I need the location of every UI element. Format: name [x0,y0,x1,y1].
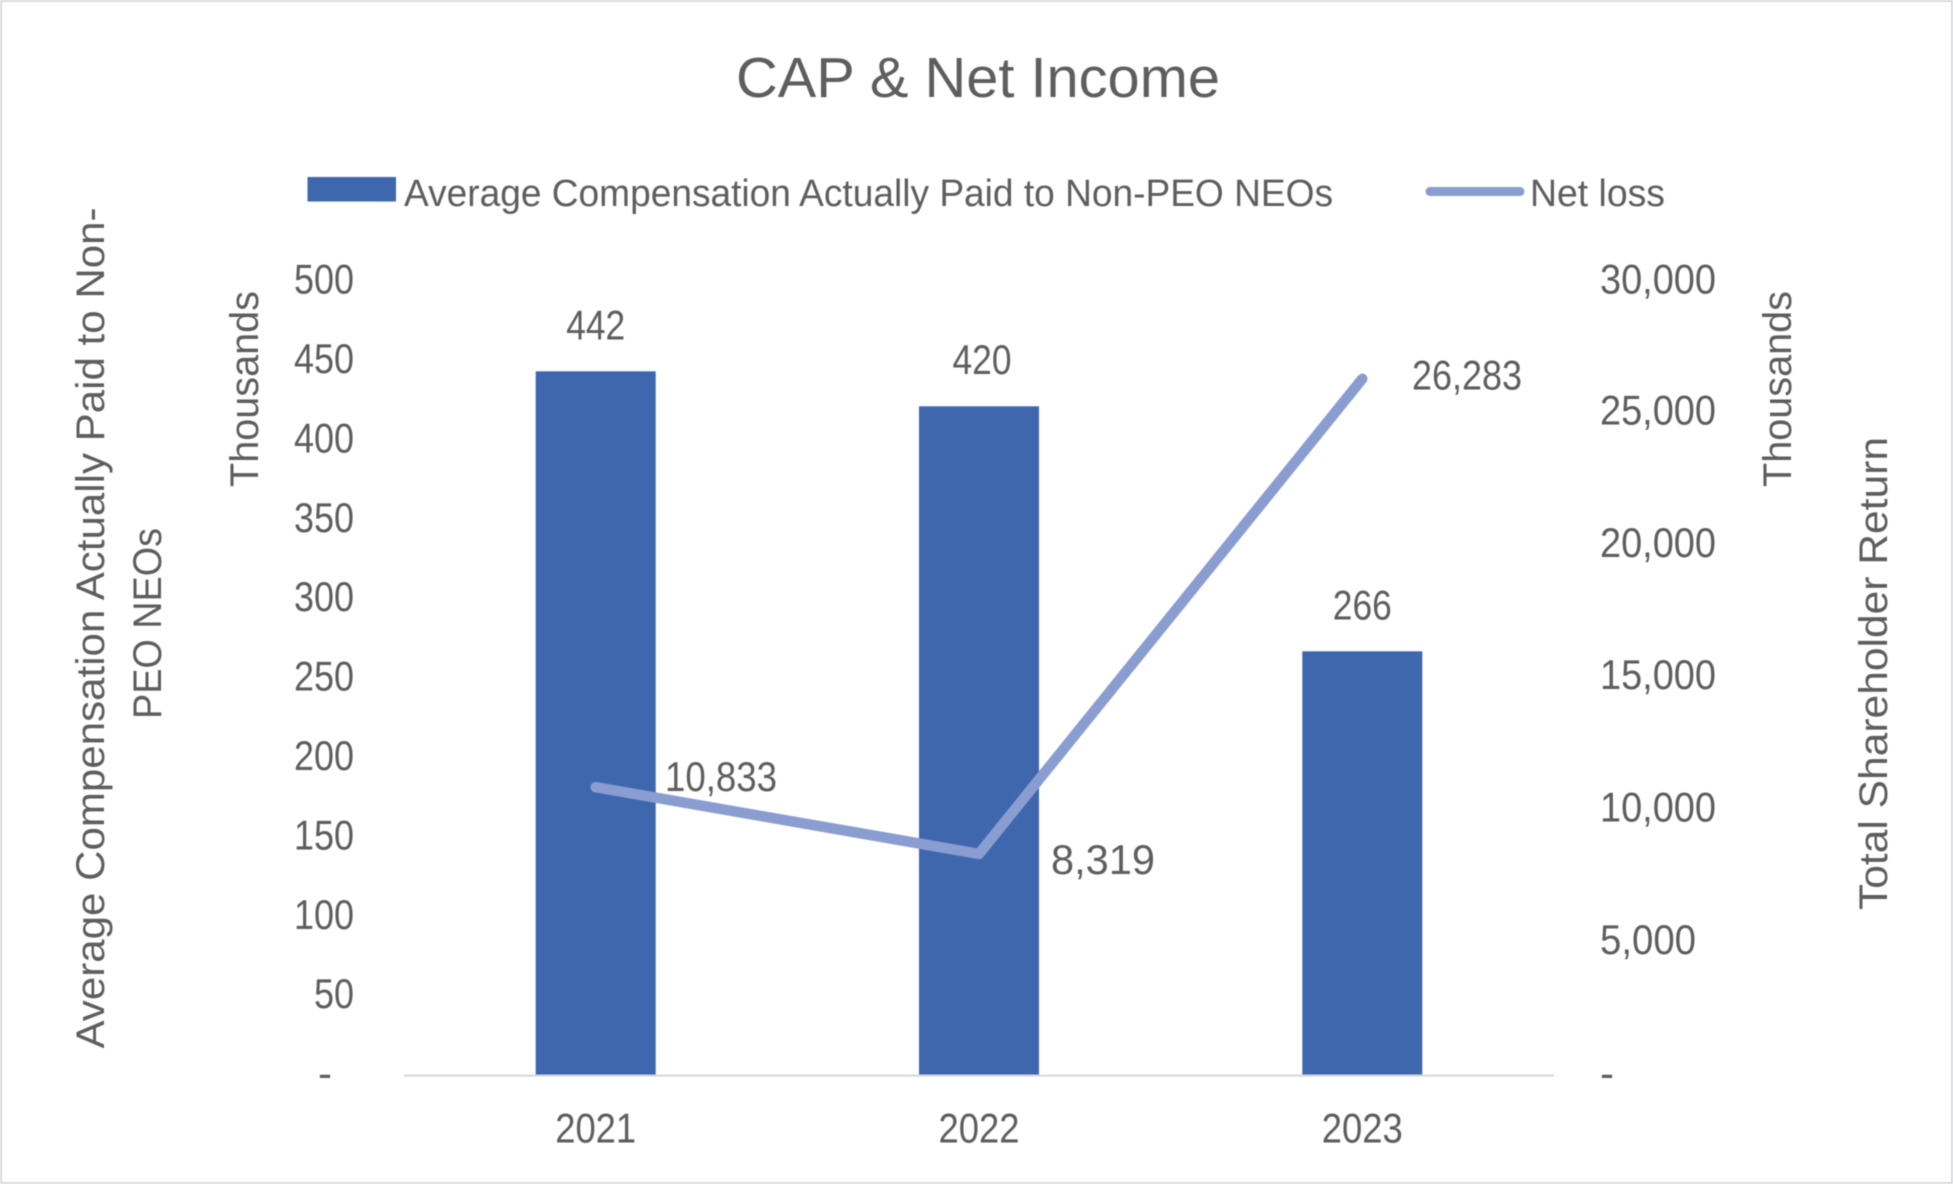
svg-text:Average Compensation Actually: Average Compensation Actually Paid to No… [69,208,113,1049]
svg-text:266: 266 [1333,581,1392,628]
svg-text:400: 400 [294,414,354,461]
svg-text:PEO NEOs: PEO NEOs [126,528,170,719]
svg-text:2021: 2021 [555,1105,636,1152]
svg-text:-: - [1600,1050,1614,1097]
svg-text:450: 450 [294,335,354,382]
svg-text:420: 420 [953,336,1012,383]
svg-text:CAP & Net Income: CAP & Net Income [736,46,1220,110]
svg-text:20,000: 20,000 [1600,519,1716,566]
svg-text:250: 250 [294,653,354,700]
svg-text:200: 200 [294,732,354,779]
svg-text:50: 50 [314,970,354,1017]
svg-text:500: 500 [294,256,354,303]
svg-text:Thousands: Thousands [223,291,267,487]
svg-text:5,000: 5,000 [1600,916,1696,963]
svg-text:100: 100 [294,891,354,938]
svg-text:Average Compensation Actually: Average Compensation Actually Paid to No… [404,173,1333,215]
svg-text:350: 350 [294,494,354,541]
svg-text:30,000: 30,000 [1600,256,1716,303]
svg-text:Thousands: Thousands [1756,291,1800,487]
svg-text:15,000: 15,000 [1600,651,1716,698]
svg-text:442: 442 [566,302,625,349]
svg-text:25,000: 25,000 [1600,386,1716,433]
svg-text:10,000: 10,000 [1600,783,1716,830]
svg-text:26,283: 26,283 [1412,352,1522,399]
svg-text:Total Shareholder Return: Total Shareholder Return [1852,437,1896,910]
svg-text:-: - [318,1050,332,1097]
svg-text:10,833: 10,833 [665,753,777,800]
svg-text:8,319: 8,319 [1051,836,1155,883]
svg-text:150: 150 [294,811,354,858]
svg-text:2023: 2023 [1322,1105,1403,1152]
svg-text:300: 300 [294,573,354,620]
svg-text:2022: 2022 [939,1105,1020,1152]
svg-text:Net loss: Net loss [1530,173,1665,215]
